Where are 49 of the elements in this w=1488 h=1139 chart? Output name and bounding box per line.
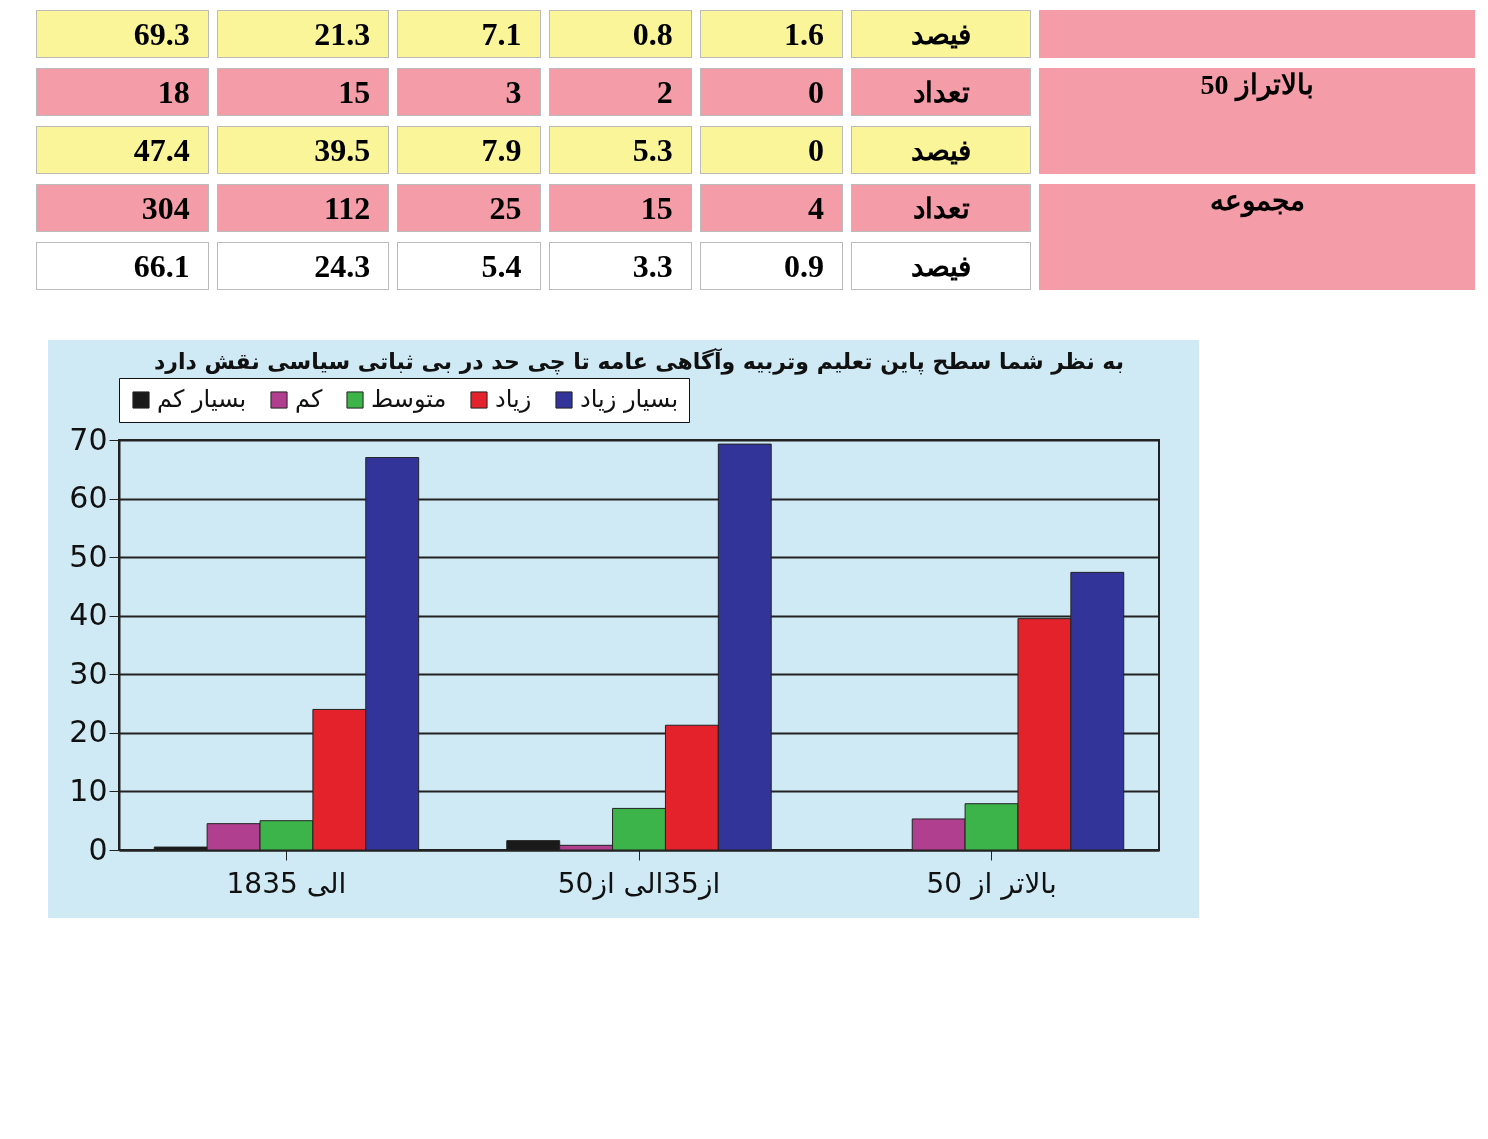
text: 15 bbox=[548, 184, 692, 232]
text: 18 bbox=[36, 68, 209, 116]
y-tick-label: 60 bbox=[69, 480, 108, 516]
text: 5.4 bbox=[397, 242, 541, 290]
text: 66.1 bbox=[36, 242, 209, 290]
text: 112 bbox=[216, 184, 390, 232]
y-tick-label: 70 bbox=[69, 421, 108, 457]
y-tick-label: 0 bbox=[88, 831, 108, 867]
text: 0 bbox=[699, 68, 843, 116]
text: فیصد bbox=[851, 10, 1031, 58]
y-tick-label: 10 bbox=[69, 772, 108, 808]
x-tick-label: 18الی 35 bbox=[226, 866, 347, 900]
y-tick-label: 50 bbox=[69, 538, 108, 574]
text: فیصد bbox=[851, 242, 1031, 290]
text: 2 bbox=[548, 68, 692, 116]
text: بالاتراز 50 bbox=[1039, 68, 1475, 174]
text: 0.9 bbox=[699, 242, 843, 290]
y-tick-label: 40 bbox=[69, 597, 108, 633]
text: 3.3 bbox=[548, 242, 692, 290]
text: 304 bbox=[36, 184, 209, 232]
legend-label: زیاد bbox=[495, 385, 532, 413]
text: 0 bbox=[699, 126, 843, 174]
text: 69.3 bbox=[36, 10, 209, 58]
text: 5.3 bbox=[548, 126, 692, 174]
legend-label: بسیار زیاد bbox=[580, 385, 679, 413]
y-tick-label: 30 bbox=[69, 655, 108, 691]
legend-label: بسیار کم bbox=[157, 385, 247, 413]
text: 25 bbox=[397, 184, 541, 232]
x-tick-label: بالاتر از 50 bbox=[926, 866, 1057, 900]
text: تعداد bbox=[851, 184, 1031, 232]
legend-label: کم bbox=[295, 385, 323, 413]
chart-title: به نظر شما سطح پاین تعلیم وتربیه وآگاهی عامه تا چی حد در بی ثباتی سیاسی نقش دارد bbox=[154, 346, 1124, 375]
y-tick-label: 20 bbox=[69, 714, 108, 750]
text: 4 bbox=[699, 184, 843, 232]
text: 39.5 bbox=[216, 126, 390, 174]
text: 1.6 bbox=[699, 10, 843, 58]
text: 7.1 bbox=[397, 10, 541, 58]
text: مجموعه bbox=[1039, 184, 1475, 290]
text: 0.8 bbox=[548, 10, 692, 58]
text: 15 bbox=[216, 68, 390, 116]
text: 7.9 bbox=[397, 126, 541, 174]
legend-label: متوسط bbox=[371, 385, 447, 413]
text: تعداد bbox=[851, 68, 1031, 116]
text: 24.3 bbox=[216, 242, 390, 290]
x-tick-label: از35الی از50 bbox=[557, 866, 721, 900]
text: 3 bbox=[397, 68, 541, 116]
text: 21.3 bbox=[216, 10, 390, 58]
text: فیصد bbox=[851, 126, 1031, 174]
text: 47.4 bbox=[36, 126, 209, 174]
